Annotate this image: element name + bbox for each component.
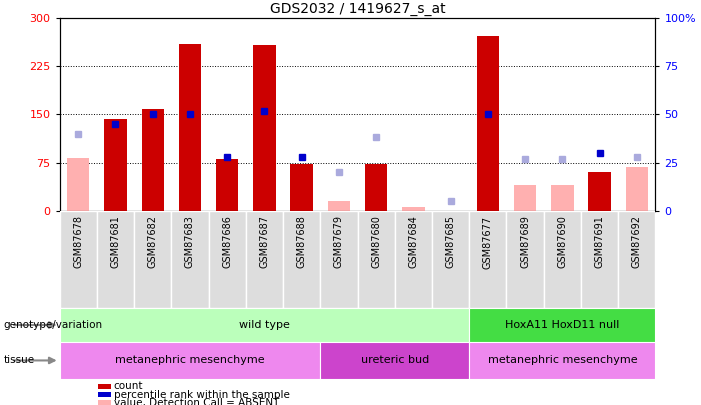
Bar [469,342,655,379]
Bar [365,164,387,211]
Bar [506,211,544,308]
Bar [358,211,395,308]
Bar [395,211,432,308]
Bar [60,211,97,308]
Text: GSM87690: GSM87690 [557,215,567,269]
Text: HoxA11 HoxD11 null: HoxA11 HoxD11 null [505,320,620,330]
Bar [246,211,283,308]
Bar [477,36,499,211]
Text: tissue: tissue [4,356,34,365]
Bar [626,167,648,211]
Bar [588,172,611,211]
Text: GSM87683: GSM87683 [185,215,195,269]
Bar [320,342,469,379]
Text: percentile rank within the sample: percentile rank within the sample [114,390,290,400]
Bar [328,201,350,211]
Text: GSM87680: GSM87680 [371,215,381,269]
Text: GSM87686: GSM87686 [222,215,232,269]
Bar [171,211,209,308]
Text: GSM87684: GSM87684 [409,215,418,269]
Bar [179,44,201,211]
Bar [402,207,425,211]
Bar [581,211,618,308]
Text: GSM87691: GSM87691 [594,215,604,269]
Bar [142,109,164,211]
Text: GSM87682: GSM87682 [148,215,158,269]
Text: metanephric mesenchyme: metanephric mesenchyme [487,356,637,365]
Title: GDS2032 / 1419627_s_at: GDS2032 / 1419627_s_at [270,2,445,16]
Text: GSM87677: GSM87677 [483,215,493,269]
Bar [432,211,469,308]
Bar [253,45,275,211]
Bar [216,159,238,211]
Bar [618,211,655,308]
Text: count: count [114,381,143,391]
Bar [514,185,536,211]
Text: GSM87687: GSM87687 [259,215,269,269]
Text: GSM87692: GSM87692 [632,215,642,269]
Text: GSM87679: GSM87679 [334,215,344,269]
Bar [209,211,246,308]
Text: GSM87678: GSM87678 [73,215,83,269]
Bar [290,164,313,211]
Bar [97,211,134,308]
Text: genotype/variation: genotype/variation [4,320,102,330]
Bar [469,308,655,342]
Text: metanephric mesenchyme: metanephric mesenchyme [115,356,265,365]
Text: wild type: wild type [239,320,290,330]
Text: value, Detection Call = ABSENT: value, Detection Call = ABSENT [114,398,279,405]
Bar [544,211,581,308]
Bar [551,185,573,211]
Bar [320,211,358,308]
Bar [60,342,320,379]
Bar [469,211,506,308]
Bar [104,119,127,211]
Bar [134,211,171,308]
Text: GSM87681: GSM87681 [111,215,121,269]
Bar [60,308,469,342]
Text: ureteric bud: ureteric bud [360,356,429,365]
Text: GSM87689: GSM87689 [520,215,530,269]
Text: GSM87685: GSM87685 [446,215,456,269]
Bar [67,158,90,211]
Bar [283,211,320,308]
Text: GSM87688: GSM87688 [297,215,306,269]
